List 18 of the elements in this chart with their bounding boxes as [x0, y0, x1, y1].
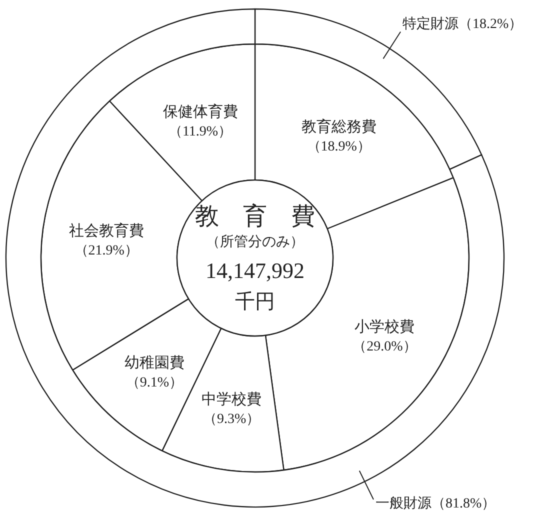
- label: 中学校費: [202, 392, 262, 408]
- annotation: 14,147,992: [206, 258, 304, 283]
- label: 小学校費: [354, 319, 415, 336]
- label: 一般財源（81.8%）: [376, 496, 496, 512]
- label: （29.0%）: [352, 339, 417, 354]
- label: （9.1%）: [126, 375, 184, 390]
- label: （18.9%）: [306, 140, 371, 155]
- label: （11.9%）: [168, 124, 232, 140]
- label: 幼稚園費: [124, 355, 184, 372]
- annotation: 教 育 費: [195, 204, 315, 230]
- label: 社会教育費: [68, 224, 144, 240]
- label: 教育総務費: [301, 120, 376, 136]
- label: 保健体育費: [162, 104, 238, 120]
- label: （21.9%）: [74, 244, 138, 259]
- annotation: 千円: [235, 291, 275, 313]
- label: 特定財源（18.2%）: [402, 16, 523, 32]
- label: （9.3%）: [202, 412, 260, 428]
- annotation: （所管分のみ）: [206, 235, 304, 250]
